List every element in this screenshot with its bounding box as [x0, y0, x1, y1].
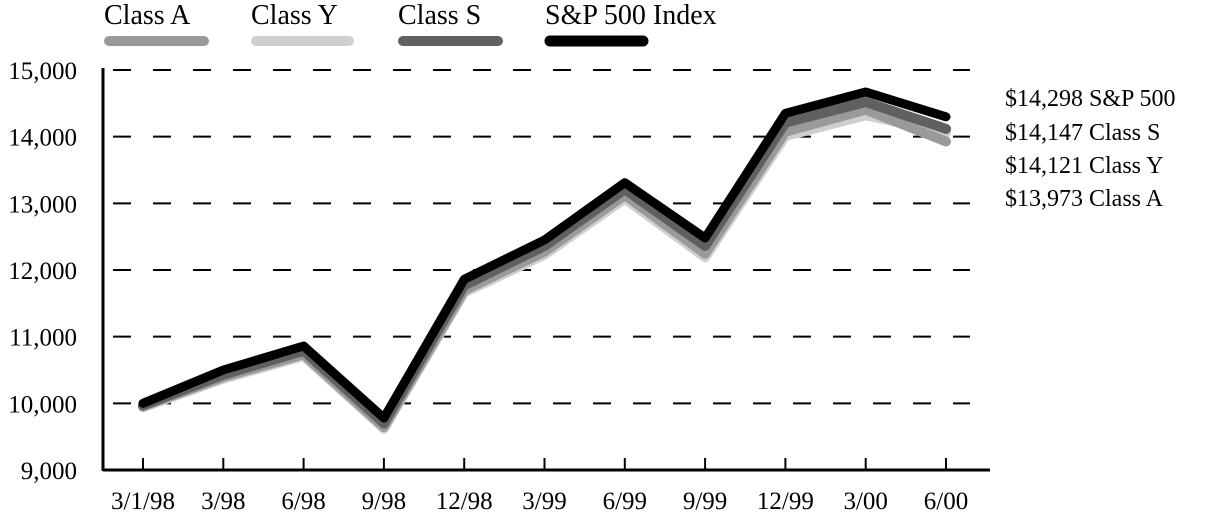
- x-tick-label: 3/1/98: [111, 488, 175, 515]
- x-tick-label: 12/98: [436, 488, 493, 515]
- gridlines: [103, 69, 970, 405]
- x-tick-label: 6/99: [603, 488, 647, 515]
- y-tick-label: 10,000: [8, 391, 77, 418]
- series-line-class-a: [138, 104, 951, 432]
- x-tick-label: 9/98: [362, 488, 406, 515]
- end-label: $14,121 Class Y: [1005, 153, 1163, 179]
- x-tick-label: 3/00: [843, 488, 887, 515]
- series-line-sp-500-index: [138, 87, 951, 423]
- series-line-class-y: [138, 110, 951, 434]
- y-tick-label: 15,000: [8, 58, 77, 85]
- x-tick-label: 3/98: [201, 488, 245, 515]
- end-labels: $14,298 S&P 500 $14,147 Class S $14,121 Cl…: [1005, 86, 1175, 212]
- end-label: $13,973 Class A: [1005, 186, 1164, 212]
- axes: [101, 68, 990, 472]
- x-tick-label: 12/99: [757, 488, 814, 515]
- y-tick-label: 14,000: [8, 125, 77, 152]
- y-tick-label: 11,000: [9, 325, 77, 352]
- y-tick-label: 12,000: [8, 258, 77, 285]
- end-label: $14,147 Class S: [1005, 120, 1160, 146]
- end-label: $14,298 S&P 500: [1005, 86, 1175, 112]
- legend-label-class-s: Class S: [398, 0, 481, 31]
- y-tick-label: 13,000: [8, 191, 77, 218]
- series-line-class-s: [138, 97, 951, 429]
- series-lines: [138, 87, 951, 434]
- legend: Class A Class Y Class S S&P 500 Index: [104, 0, 717, 47]
- x-tick-labels: 3/1/98 3/98 6/98 9/98 12/98 3/99 6/99 9/99 12/99…: [111, 458, 968, 515]
- legend-label-class-a: Class A: [104, 0, 191, 31]
- legend-label-class-y: Class Y: [251, 0, 338, 31]
- x-tick-label: 3/99: [522, 488, 566, 515]
- x-tick-label: 6/00: [924, 488, 968, 515]
- x-tick-label: 9/99: [683, 488, 727, 515]
- legend-label-sp-500-index: S&P 500 Index: [545, 0, 717, 31]
- x-tick-label: 6/98: [281, 488, 325, 515]
- y-tick-label: 9,000: [21, 458, 77, 485]
- y-tick-labels: 9,000 10,000 11,000 12,000 13,000 14,000 15,00…: [8, 58, 77, 485]
